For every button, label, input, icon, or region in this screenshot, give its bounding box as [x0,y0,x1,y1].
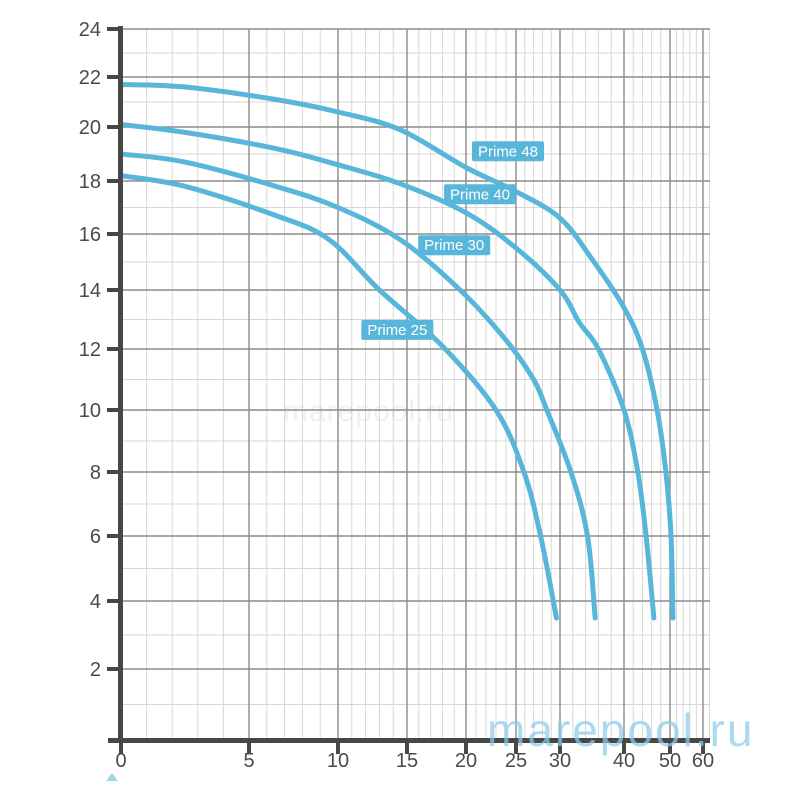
y-tick-label: 20 [79,117,101,139]
series-label-prime-25: Prime 25 [361,319,434,340]
series-label-bg [471,141,545,162]
y-tick-label: 4 [90,591,101,613]
series-label-bg [361,319,434,340]
curve-prime-40 [118,122,657,621]
series-label-text: Prime 25 [367,322,427,339]
x-tick-label: 15 [396,750,418,772]
y-tick-label: 24 [79,19,101,41]
y-tick-label: 2 [90,659,101,681]
series-label-bg [418,235,491,256]
series-labels: Prime 48 Prime 40 Prime 30 Prime 25 [361,141,545,340]
series-label-prime-40: Prime 40 [443,184,517,205]
x-tick-label: 60 [692,750,714,772]
y-tick-label: 16 [79,224,101,246]
y-tick-label: 12 [79,339,101,361]
y-tick-label: 22 [79,67,101,89]
series-label-text: Prime 40 [450,186,510,203]
series-label-prime-48: Prime 48 [471,141,545,162]
x-tick-label: 30 [549,750,571,772]
y-tick-label: 8 [90,462,101,484]
x-tick-label: 40 [613,750,635,772]
x-tick-label: 50 [659,750,681,772]
y-tick-label: 6 [90,526,101,548]
watermark-faint: marepool.ru [283,395,455,428]
series-label-bg [443,184,517,205]
series-label-text: Prime 48 [478,143,538,160]
series-label-prime-30: Prime 30 [418,235,491,256]
y-tick-label: 10 [79,400,101,422]
triangle-icon [106,773,118,781]
x-tick-label: 10 [327,750,349,772]
curves [118,82,676,621]
x-tick-label: 20 [455,750,477,772]
axes [107,26,710,754]
curve-prime-48 [118,82,676,621]
x-tick-label: 25 [505,750,527,772]
series-label-text: Prime 30 [424,237,484,254]
y-tick-label: 18 [79,171,101,193]
watermark: marepool.ru [487,704,755,756]
y-tick-label: 14 [79,280,101,302]
x-tick-label: 5 [243,750,254,772]
grid-minor [121,29,711,740]
curve-prime-30 [118,151,598,621]
x-tick-label: 0 [115,750,126,772]
